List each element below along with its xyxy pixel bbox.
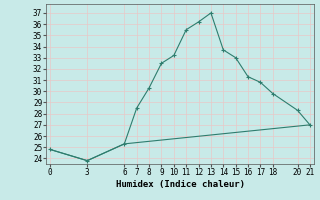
X-axis label: Humidex (Indice chaleur): Humidex (Indice chaleur) [116,180,244,189]
